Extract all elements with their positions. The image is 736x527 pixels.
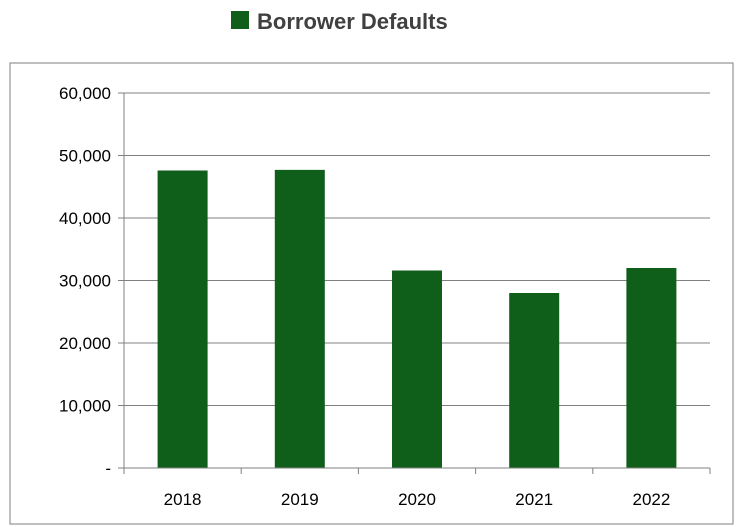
- bar-2020: [392, 270, 442, 468]
- y-axis-labels: - 10,000 20,000 30,000 40,000 50,000 60,000: [59, 84, 111, 478]
- legend-swatch: [231, 11, 249, 29]
- bar-2021: [509, 293, 560, 468]
- x-tick-label: 2021: [515, 490, 553, 509]
- x-axis-labels: 2018 2019 2020 2021 2022: [164, 490, 671, 509]
- x-tick-label: 2022: [632, 490, 670, 509]
- x-tick-label: 2018: [164, 490, 202, 509]
- y-tick-label: 60,000: [59, 84, 111, 103]
- chart-frame: [9, 62, 734, 525]
- y-tick-label: 10,000: [59, 397, 111, 416]
- y-tick-label: 50,000: [59, 147, 111, 166]
- bar-2018: [157, 170, 208, 468]
- axes: [123, 93, 710, 469]
- x-tick-label: 2020: [398, 490, 436, 509]
- legend: Borrower Defaults: [231, 9, 448, 34]
- x-tick-label: 2019: [281, 490, 319, 509]
- bar-2022: [626, 268, 677, 468]
- y-tick-label: 20,000: [59, 334, 111, 353]
- bars: [157, 169, 677, 468]
- y-tick-label: 40,000: [59, 209, 111, 228]
- legend-label: Borrower Defaults: [257, 9, 448, 34]
- y-tick-label: 30,000: [59, 272, 111, 291]
- bar-2019: [274, 169, 325, 468]
- y-tick-label: -: [105, 459, 111, 478]
